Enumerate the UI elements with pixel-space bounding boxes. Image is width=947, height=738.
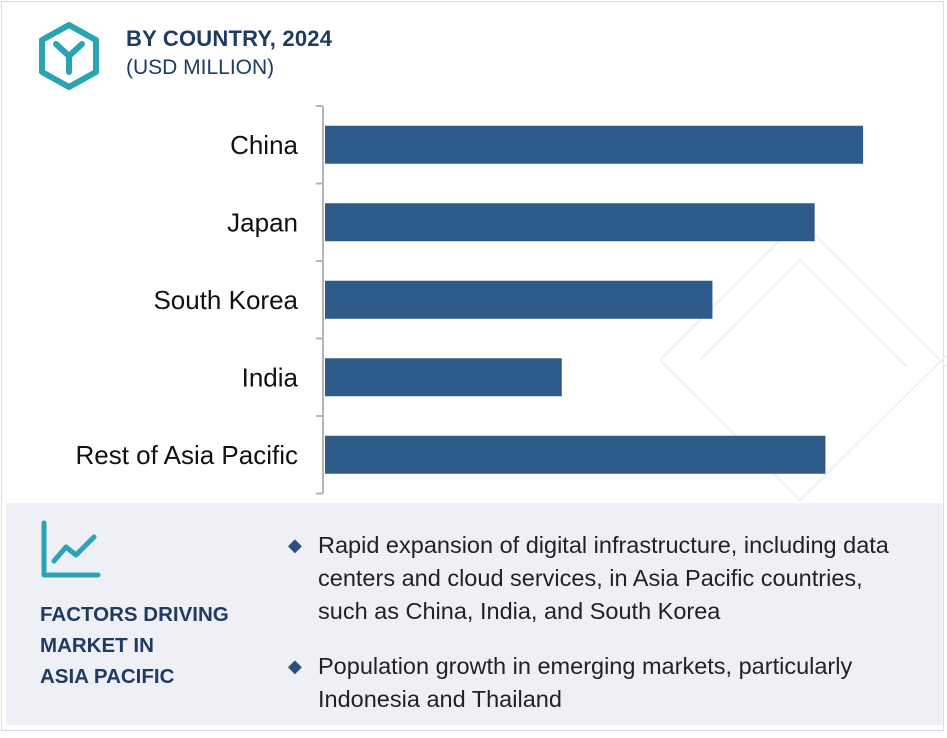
bar [325,203,815,242]
chart-title: BY COUNTRY, 2024 [126,26,333,51]
factors-title-line: ASIA PACIFIC [40,665,175,688]
factor-item: ◆ Rapid expansion of digital infrastruct… [286,529,906,628]
category-label: China [230,130,298,160]
factors-title-line: FACTORS DRIVING [40,603,229,626]
factors-title-line: MARKET IN [40,634,154,657]
category-label: Rest of Asia Pacific [75,440,298,470]
category-label: Japan [227,207,298,237]
factors-list: ◆ Rapid expansion of digital infrastruct… [286,529,906,738]
diamond-bullet-icon: ◆ [288,656,302,676]
bar-chart: China Japan South Korea India Rest of Asia P… [75,105,864,495]
bar [325,280,713,319]
diamond-bullet-icon: ◆ [288,535,302,555]
category-label: India [242,362,299,392]
factors-panel: FACTORS DRIVING MARKET IN ASIA PACIFIC ◆… [6,503,942,725]
factors-title: FACTORS DRIVING MARKET IN ASIA PACIFIC [40,599,260,692]
bar [325,435,826,474]
bar [325,358,562,397]
category-label: South Korea [153,285,298,315]
chart-subtitle: (USD MILLION) [126,56,275,79]
line-chart-icon [41,520,101,578]
bar [325,125,864,164]
factor-item: ◆ Population growth in emerging markets,… [286,650,906,716]
hexagon-y-logo-icon [39,22,99,90]
factor-text: Rapid expansion of digital infrastructur… [318,532,889,624]
factor-text: Population growth in emerging markets, p… [318,653,853,712]
